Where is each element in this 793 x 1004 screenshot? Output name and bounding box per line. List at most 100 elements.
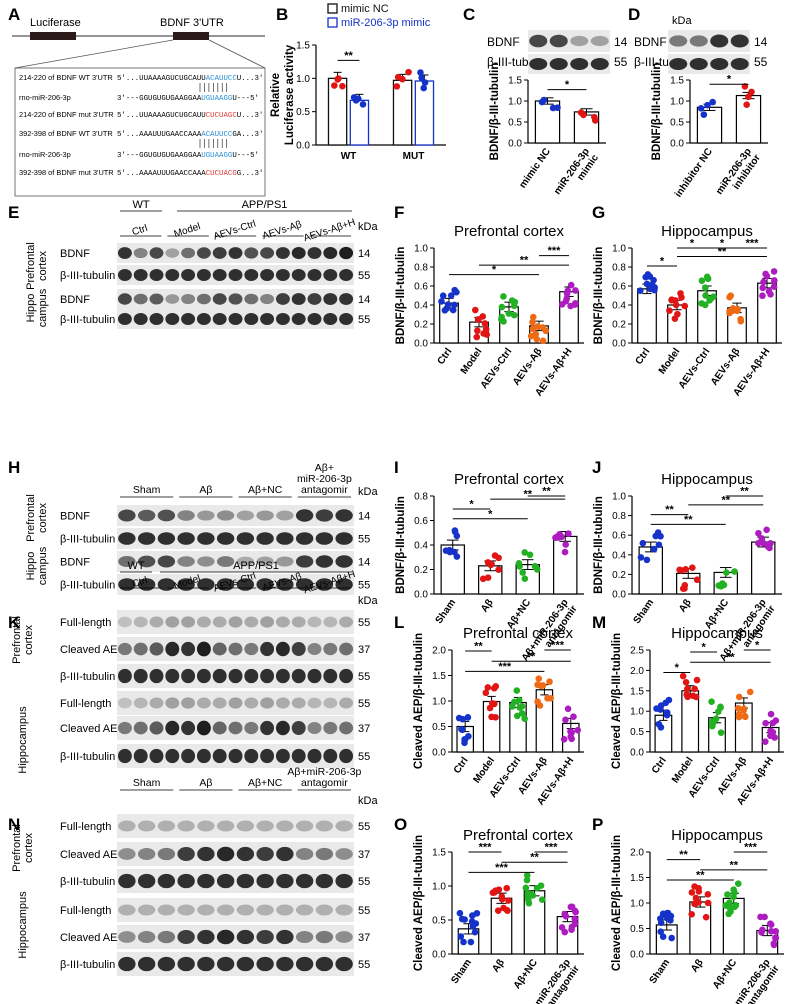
y-tick-label: 1.0 <box>432 697 446 708</box>
western-blot-band <box>339 642 354 656</box>
western-blot-band <box>212 313 227 325</box>
x-tick-label: MUT <box>403 151 425 162</box>
chart-p: 0.0 0.5 1.0 1.5 2.0 Cleaved AEP/β-III-tubulin… <box>611 827 784 1004</box>
data-point <box>542 327 550 335</box>
kda-value: 55 <box>358 580 370 592</box>
western-blot-band <box>276 556 294 567</box>
western-blot-band <box>177 873 195 889</box>
western-blot-band <box>177 820 195 832</box>
region-label-text: Prefrontal <box>25 494 37 542</box>
data-point <box>681 581 689 589</box>
data-point <box>484 559 492 566</box>
blot-band-label: β-III-tubulin <box>60 876 115 888</box>
data-point <box>438 298 445 305</box>
western-blot-band <box>315 555 334 568</box>
kda-value: 55 <box>358 751 370 763</box>
legend-entry: mimic NC <box>341 3 389 15</box>
western-blot-band <box>133 616 148 628</box>
blot-band-label: Full-length <box>60 698 111 710</box>
western-blot-band <box>260 313 275 325</box>
panel-letter-f: F <box>394 203 404 222</box>
western-blot-band <box>165 641 180 657</box>
group-label: WT <box>132 199 149 211</box>
data-point <box>495 554 502 562</box>
data-point <box>698 277 706 285</box>
western-blot-band <box>323 668 338 684</box>
western-blot-band <box>295 956 314 972</box>
data-point <box>724 891 731 898</box>
western-blot-band <box>275 247 290 259</box>
western-blot-band <box>710 34 729 48</box>
western-blot-band <box>181 668 196 684</box>
data-point <box>471 306 479 314</box>
chart-j: 0.0 0.2 0.4 0.6 0.8 1.0 BDNF/β-III-tubulin Hipp… <box>593 471 782 664</box>
data-point <box>767 290 774 298</box>
data-point <box>688 889 696 896</box>
data-point <box>490 684 498 692</box>
western-blot-band <box>165 269 180 281</box>
data-point <box>681 302 689 310</box>
data-point <box>720 581 728 589</box>
western-blot-band <box>276 532 294 545</box>
x-tick-label: Ctrl <box>634 346 653 367</box>
significance-label: * <box>690 238 695 250</box>
y-tick-label: 1.0 <box>670 97 684 108</box>
kda-value: 55 <box>358 671 370 683</box>
significance-label: * <box>720 238 725 250</box>
data-point <box>762 270 769 278</box>
data-point <box>453 532 461 540</box>
western-blot-band <box>335 904 353 916</box>
western-blot-band <box>196 247 211 259</box>
data-point <box>717 729 725 736</box>
western-blot-band <box>181 720 196 736</box>
western-blot-band <box>291 668 306 684</box>
y-axis-title: Cleaved AEP/β-III-tubulin <box>413 835 425 971</box>
y-tick-label: 0.2 <box>414 320 428 331</box>
x-tick-label-text: Sham <box>648 957 673 986</box>
western-blot-band <box>137 930 156 944</box>
western-blot-band <box>177 847 195 861</box>
y-axis-title: BDNF/β-III-tubulin <box>395 247 407 345</box>
data-point <box>743 101 750 108</box>
data-point <box>697 105 705 112</box>
western-blot-band <box>137 904 156 916</box>
kda-value: 37 <box>358 849 370 861</box>
data-point <box>570 713 577 721</box>
panel-letter-h: H <box>8 458 20 477</box>
western-blot-band <box>212 269 227 281</box>
western-blot-band <box>307 642 322 656</box>
western-blot-band <box>335 848 353 860</box>
alignment-row-label: 392-398 of BDNF WT 3'UTR <box>19 129 113 138</box>
western-blot-band <box>256 847 274 861</box>
data-point <box>521 549 528 556</box>
legend-swatch <box>327 17 338 28</box>
western-blot-band <box>118 848 136 860</box>
lane-label: Ctrl <box>131 575 149 590</box>
data-point <box>769 728 777 736</box>
data-point <box>533 566 541 573</box>
western-blot <box>117 925 354 949</box>
alignment-row-label: rno-miR-206-3p <box>19 93 71 102</box>
y-tick-label: 2.5 <box>630 646 644 657</box>
lane-label: Aβ+NC <box>248 777 283 789</box>
western-blot-band <box>339 697 354 709</box>
western-blot-band <box>228 313 243 325</box>
western-blot-band <box>291 313 306 325</box>
data-point <box>659 933 667 940</box>
western-blot-band <box>137 509 156 522</box>
western-blot-band <box>323 642 338 656</box>
western-blot-band <box>181 697 196 709</box>
x-tick-label: AEVs-Aβ <box>709 346 743 387</box>
data-point <box>561 928 569 936</box>
blot-band-label: β-III-tubulin <box>60 671 115 683</box>
western-blot-band <box>260 641 275 657</box>
zoom-line-left <box>14 39 174 69</box>
western-blot-band <box>244 269 259 281</box>
western-blot <box>117 814 354 838</box>
western-blot-band <box>181 748 196 764</box>
western-blot-band <box>216 873 235 889</box>
western-blot-band <box>275 668 290 684</box>
western-blot-band <box>149 293 164 305</box>
y-tick-label: 1.0 <box>432 882 446 893</box>
